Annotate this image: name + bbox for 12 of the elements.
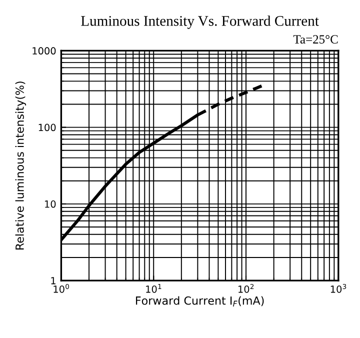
x-tick-label: 10$^{1}$ xyxy=(146,284,162,293)
y-axis-title: Relative luminous intensity(%) xyxy=(15,82,26,250)
y-tick-label: 10 xyxy=(45,200,56,208)
y-tick-label: 100 xyxy=(38,124,56,132)
y-tick-label: 1000 xyxy=(32,47,56,55)
text: Ta=25°C xyxy=(293,35,338,44)
x-tick-label: 10$^{2}$ xyxy=(238,284,254,293)
chart-title: Luminous Intensity Vs. Forward Current xyxy=(81,16,319,29)
x-axis-title: Forward Current I$_{F}$(mA) xyxy=(136,296,264,306)
x-tick-label: 10$^{0}$ xyxy=(54,284,69,293)
y-tick-label: 1 xyxy=(51,277,56,284)
x-tick-label: 10$^{3}$ xyxy=(330,284,346,293)
